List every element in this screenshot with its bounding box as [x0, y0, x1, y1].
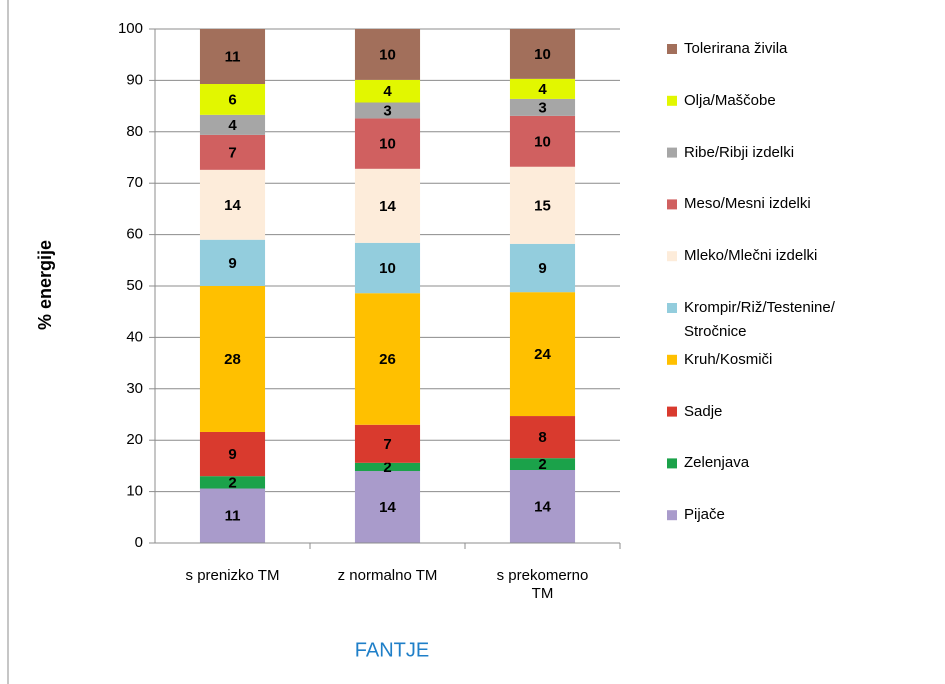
bar-segment	[354, 471, 421, 543]
bar-segment	[354, 242, 421, 294]
data-label: 10	[379, 260, 396, 277]
legend-swatch	[667, 406, 677, 417]
data-label: 24	[534, 346, 551, 363]
legend-label: Sadje	[684, 402, 723, 420]
bar-segment	[509, 292, 576, 417]
data-label: 10	[379, 46, 396, 63]
legend-swatch	[667, 354, 677, 365]
data-label: 8	[538, 429, 546, 446]
data-label: 2	[228, 474, 236, 491]
data-label: 14	[379, 499, 396, 516]
legend-swatch	[667, 458, 677, 469]
bar-segment	[509, 78, 576, 99]
legend-label: Kruh/Kosmiči	[684, 350, 773, 368]
y-tick-label: 80	[126, 123, 143, 140]
data-label: 3	[538, 99, 546, 116]
data-label: 7	[228, 144, 236, 161]
x-tick-label: z normalno TM	[337, 567, 438, 584]
legend-swatch	[667, 44, 677, 54]
data-label: 14	[224, 197, 241, 214]
legend-label: Pijače	[684, 506, 725, 524]
legend-label: Olja/Maščobe	[684, 91, 776, 109]
bar-segment	[354, 29, 421, 80]
bar-segment	[354, 168, 421, 243]
data-label: 11	[225, 508, 241, 525]
legend-swatch	[667, 199, 677, 210]
data-label: 9	[228, 255, 236, 272]
data-label: 10	[379, 136, 396, 153]
bar-segment	[354, 102, 421, 119]
y-tick-label: 50	[126, 277, 143, 294]
bar-segment	[509, 416, 576, 459]
y-tick-label: 70	[126, 174, 143, 191]
data-label: 2	[383, 459, 391, 476]
data-label: 4	[228, 117, 237, 134]
y-tick-label: 20	[126, 431, 143, 448]
data-label: 10	[534, 133, 551, 150]
data-label: 26	[379, 351, 396, 368]
bar-segment	[199, 286, 266, 432]
data-label: 10	[534, 46, 551, 63]
bar-segment	[199, 239, 266, 286]
data-label: 15	[534, 197, 551, 214]
bar-segment	[509, 166, 576, 244]
data-label: 14	[379, 198, 396, 215]
legend-swatch	[667, 147, 677, 158]
bar-segment	[199, 29, 266, 84]
legend-label: Tolerirana živila	[684, 40, 788, 57]
data-label: 4	[538, 81, 547, 98]
data-label: 4	[383, 83, 392, 100]
x-tick-label: s prenizko TM	[185, 567, 280, 584]
y-tick-label: 10	[126, 483, 143, 500]
bar-segment	[199, 114, 266, 135]
bar-segment	[509, 98, 576, 116]
bar-segment	[354, 118, 421, 169]
y-axis-title: % energije	[35, 240, 55, 330]
legend-label: Meso/Mesni izdelki	[684, 195, 811, 213]
data-label: 9	[538, 260, 546, 277]
legend-label: Ribe/Ribji izdelki	[684, 143, 795, 161]
legend-label: Zelenjava	[684, 454, 750, 472]
bar-segment	[354, 462, 421, 472]
data-label: 9	[228, 446, 236, 463]
bar-segment	[354, 293, 421, 425]
data-label: 7	[383, 436, 391, 453]
y-tick-label: 0	[135, 534, 143, 551]
bar-segment	[509, 115, 576, 167]
bar-segment	[199, 134, 266, 170]
y-tick-label: 90	[126, 71, 143, 88]
data-label: 28	[224, 351, 241, 368]
legend-swatch	[667, 95, 677, 106]
bar-segment	[354, 424, 421, 463]
y-tick-label: 30	[126, 380, 143, 397]
bar-segment	[509, 470, 576, 543]
chart-frame	[7, 0, 9, 684]
bar-segment	[509, 243, 576, 293]
bar-segment	[199, 476, 266, 489]
bar-segment	[199, 169, 266, 240]
legend-swatch	[667, 303, 677, 313]
x-axis-title: FANTJE	[355, 639, 429, 661]
data-label: 3	[383, 102, 391, 119]
bar-segment	[509, 29, 576, 79]
y-tick-label: 60	[126, 226, 143, 243]
y-tick-label: 100	[118, 20, 143, 37]
bar-segment	[199, 83, 266, 115]
y-tick-label: 40	[126, 328, 143, 345]
legend-swatch	[667, 510, 677, 521]
bar-segment	[199, 488, 266, 543]
data-label: 2	[538, 456, 546, 473]
bar-segment	[354, 79, 421, 103]
bar-segment	[509, 458, 576, 471]
data-label: 14	[534, 498, 551, 515]
legend-swatch	[667, 251, 677, 262]
data-label: 11	[225, 48, 241, 65]
data-label: 6	[228, 91, 236, 108]
x-tick-label: s prekomerno TM	[496, 567, 589, 602]
legend-label: Mleko/Mlečni izdelki	[684, 247, 818, 265]
bar-segment	[199, 431, 266, 477]
legend-label: Krompir/Riž/Testenine/ Stročnice	[684, 299, 835, 340]
